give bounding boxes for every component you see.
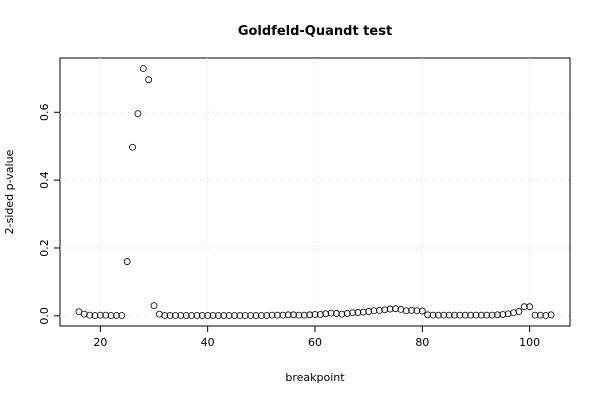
- point: [91, 312, 99, 319]
- point: [231, 312, 238, 319]
- point: [225, 312, 233, 319]
- point: [402, 307, 410, 315]
- point: [193, 312, 201, 319]
- point: [215, 312, 222, 319]
- point: [161, 312, 169, 319]
- x-tick-label: 60: [308, 336, 322, 349]
- point: [526, 303, 534, 311]
- point: [477, 311, 485, 319]
- point: [370, 307, 378, 315]
- point: [311, 311, 319, 318]
- x-tick-label: 100: [519, 336, 540, 349]
- point: [445, 311, 453, 319]
- point: [338, 310, 346, 318]
- point: [467, 311, 475, 319]
- point: [134, 110, 142, 118]
- point: [327, 309, 335, 317]
- point: [177, 312, 185, 319]
- point: [488, 311, 496, 319]
- point: [386, 305, 394, 313]
- point: [257, 312, 265, 319]
- point: [274, 311, 281, 319]
- point: [429, 311, 437, 319]
- point: [86, 311, 94, 319]
- point: [268, 311, 276, 319]
- point: [290, 311, 297, 319]
- x-axis-label: breakpoint: [285, 371, 345, 384]
- point: [316, 311, 324, 318]
- point: [123, 258, 131, 265]
- point: [542, 312, 550, 319]
- point: [102, 311, 110, 319]
- point: [188, 312, 195, 319]
- point: [209, 312, 217, 319]
- point: [531, 311, 539, 319]
- point: [252, 312, 260, 319]
- x-tick-label: 80: [415, 336, 429, 349]
- point: [451, 311, 458, 319]
- point: [306, 311, 314, 319]
- point: [295, 311, 303, 319]
- point: [504, 310, 512, 318]
- point: [284, 311, 292, 319]
- point: [113, 312, 120, 319]
- point: [520, 303, 528, 311]
- point: [241, 312, 249, 319]
- point: [424, 311, 432, 319]
- point: [456, 311, 464, 319]
- point: [365, 308, 373, 315]
- point: [381, 306, 389, 314]
- point: [220, 312, 228, 319]
- point: [139, 65, 147, 72]
- point: [198, 312, 206, 319]
- point: [408, 306, 415, 314]
- point: [435, 311, 442, 319]
- point: [413, 307, 421, 315]
- point: [547, 311, 555, 319]
- point: [80, 310, 88, 318]
- point: [263, 312, 271, 319]
- y-tick-label: 0.0: [38, 307, 51, 325]
- point: [204, 312, 212, 319]
- point: [483, 311, 491, 319]
- point: [440, 311, 448, 319]
- point: [182, 312, 190, 319]
- point: [354, 309, 362, 316]
- point: [247, 312, 255, 319]
- point: [349, 309, 356, 317]
- y-tick-label: 0.4: [38, 171, 51, 189]
- point: [333, 310, 340, 317]
- point: [536, 311, 544, 319]
- point: [236, 312, 244, 319]
- point: [418, 307, 426, 315]
- point: [172, 312, 179, 319]
- y-tick-label: 0.2: [38, 239, 51, 256]
- point: [472, 311, 480, 319]
- point: [150, 302, 158, 310]
- point: [359, 308, 367, 316]
- x-tick-label: 20: [93, 336, 107, 349]
- point: [96, 311, 104, 319]
- point: [375, 306, 383, 314]
- point: [279, 311, 287, 319]
- x-tick-label: 40: [201, 336, 215, 349]
- y-tick-label: 0.6: [38, 104, 51, 122]
- point: [107, 312, 115, 319]
- point: [166, 312, 174, 319]
- point: [300, 311, 308, 319]
- point: [129, 143, 136, 151]
- point: [145, 76, 153, 84]
- point: [494, 311, 501, 319]
- chart-title: Goldfeld-Quandt test: [238, 24, 392, 39]
- point: [515, 308, 523, 315]
- y-axis-label: 2-sided p-value: [3, 149, 16, 234]
- point: [499, 311, 507, 318]
- point: [343, 310, 351, 317]
- point: [118, 312, 126, 319]
- point: [392, 305, 399, 313]
- point: [461, 311, 469, 319]
- point: [322, 310, 330, 318]
